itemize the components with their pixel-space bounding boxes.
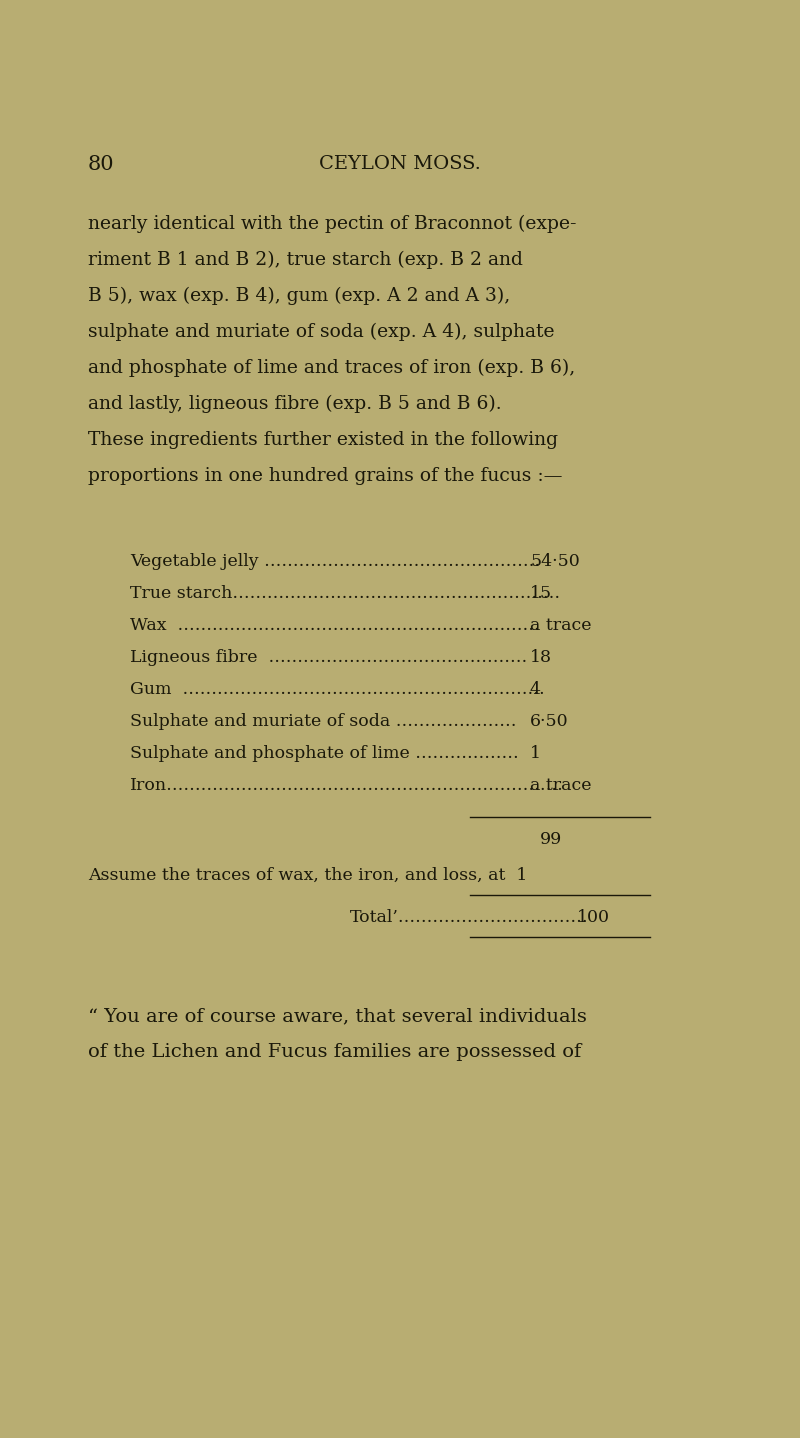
Text: Sulphate and phosphate of lime ………………: Sulphate and phosphate of lime ……………… bbox=[130, 745, 518, 762]
Text: 18: 18 bbox=[530, 649, 552, 666]
Text: sulphate and muriate of soda (exp. A 4), sulphate: sulphate and muriate of soda (exp. A 4),… bbox=[88, 324, 554, 341]
Text: These ingredients further existed in the following: These ingredients further existed in the… bbox=[88, 431, 558, 449]
Text: Wax  ………………………………………………………: Wax ……………………………………………………… bbox=[130, 617, 540, 634]
Text: True starch…………………………………………………: True starch………………………………………………… bbox=[130, 585, 560, 603]
Text: 4: 4 bbox=[530, 682, 541, 697]
Text: riment B 1 and B 2), true starch (exp. B 2 and: riment B 1 and B 2), true starch (exp. B… bbox=[88, 252, 523, 269]
Text: “ You are of course aware, that several individuals: “ You are of course aware, that several … bbox=[88, 1007, 587, 1025]
Text: of the Lichen and Fucus families are possessed of: of the Lichen and Fucus families are pos… bbox=[88, 1043, 582, 1061]
Text: and lastly, ligneous fibre (exp. B 5 and B 6).: and lastly, ligneous fibre (exp. B 5 and… bbox=[88, 395, 502, 413]
Text: 99: 99 bbox=[540, 831, 562, 848]
Text: CEYLON MOSS.: CEYLON MOSS. bbox=[319, 155, 481, 173]
Text: a trace: a trace bbox=[530, 777, 591, 794]
Text: and phosphate of lime and traces of iron (exp. B 6),: and phosphate of lime and traces of iron… bbox=[88, 360, 575, 377]
Text: 54·50: 54·50 bbox=[530, 554, 580, 569]
Text: Sulphate and muriate of soda …………………: Sulphate and muriate of soda ………………… bbox=[130, 713, 517, 731]
Text: 6·50: 6·50 bbox=[530, 713, 569, 731]
Text: Gum  ………………………………………………………: Gum ……………………………………………………… bbox=[130, 682, 545, 697]
Text: Total’……………………………: Total’…………………………… bbox=[350, 909, 589, 926]
Text: Vegetable jelly …………………………………………: Vegetable jelly ………………………………………… bbox=[130, 554, 540, 569]
Text: 100: 100 bbox=[577, 909, 610, 926]
Text: nearly identical with the pectin of Braconnot (expe-: nearly identical with the pectin of Brac… bbox=[88, 216, 577, 233]
Text: a trace: a trace bbox=[530, 617, 591, 634]
Text: Ligneous fibre  ………………………………………: Ligneous fibre ……………………………………… bbox=[130, 649, 527, 666]
Text: Assume the traces of wax, the iron, and loss, at  1: Assume the traces of wax, the iron, and … bbox=[88, 867, 527, 884]
Text: 15: 15 bbox=[530, 585, 552, 603]
Text: proportions in one hundred grains of the fucus :—: proportions in one hundred grains of the… bbox=[88, 467, 562, 485]
Text: Iron……………………………………………………………: Iron…………………………………………………………… bbox=[130, 777, 564, 794]
Text: B 5), wax (exp. B 4), gum (exp. A 2 and A 3),: B 5), wax (exp. B 4), gum (exp. A 2 and … bbox=[88, 288, 510, 305]
Text: 1: 1 bbox=[530, 745, 541, 762]
Text: 80: 80 bbox=[88, 155, 114, 174]
